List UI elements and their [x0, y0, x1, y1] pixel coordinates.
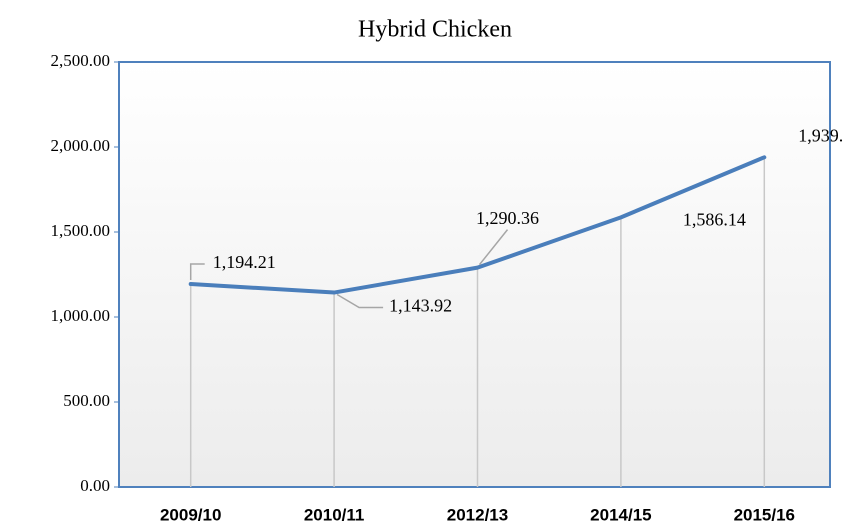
- y-tick-label: 2,500.00: [51, 51, 111, 70]
- y-tick-label: 2,000.00: [51, 136, 111, 155]
- x-tick-label: 2015/16: [734, 505, 795, 524]
- y-tick-label: 500.00: [63, 391, 110, 410]
- leader-line: [478, 229, 509, 266]
- data-label: 1,143.92: [389, 296, 452, 316]
- y-tick-label: 1,000.00: [51, 306, 111, 325]
- data-label: 1,194.21: [213, 252, 276, 272]
- data-label: 1,290.36: [476, 208, 539, 228]
- x-tick-label: 2012/13: [447, 505, 508, 524]
- chart-title: Hybrid Chicken: [358, 17, 512, 43]
- y-tick-label: 0.00: [80, 476, 110, 495]
- y-tick-label: 1,500.00: [51, 221, 111, 240]
- leader-line: [189, 263, 205, 280]
- plot-area: [118, 61, 831, 488]
- data-label: 1,586.14: [683, 209, 746, 229]
- x-tick-label: 2010/11: [304, 505, 365, 524]
- x-tick-label: 2014/15: [590, 505, 651, 524]
- x-tick-label: 2009/10: [160, 505, 221, 524]
- data-label: 1,939.48: [798, 125, 843, 145]
- data-line: [188, 155, 767, 295]
- leader-line: [336, 293, 384, 309]
